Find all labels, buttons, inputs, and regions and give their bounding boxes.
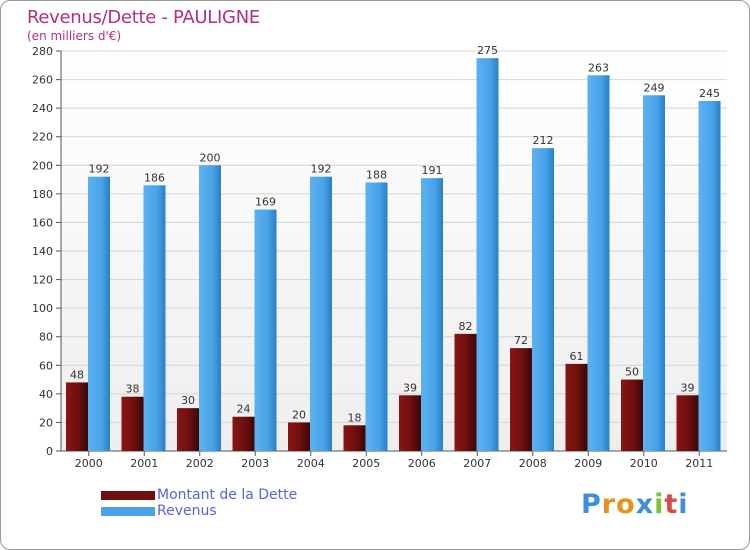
x-tick-label: 2009: [574, 457, 602, 470]
chart-subtitle: (en milliers d'€): [27, 29, 122, 43]
logo-letter: i: [654, 489, 665, 520]
bar-revenus: [199, 165, 221, 452]
data-label: 186: [144, 171, 165, 184]
proxiti-logo: Proxiti: [581, 489, 689, 520]
data-label: 212: [533, 134, 554, 147]
bar-revenus: [698, 101, 721, 451]
y-tick-label: 40: [39, 388, 53, 401]
legend-swatch-revenus: [101, 506, 155, 516]
legend: Montant de la Dette Revenus: [101, 487, 297, 519]
data-label: 38: [126, 383, 140, 396]
x-tick-label: 2002: [186, 457, 214, 470]
x-tick-label: 2007: [463, 457, 491, 470]
data-label: 188: [366, 168, 387, 181]
legend-label-revenus: Revenus: [157, 503, 217, 519]
x-tick-label: 2006: [408, 457, 436, 470]
x-tick-label: 2010: [630, 457, 658, 470]
y-tick-label: 180: [32, 188, 53, 201]
bar-revenus: [532, 148, 554, 451]
x-tick-label: 2005: [352, 457, 380, 470]
bar-dette: [399, 395, 421, 451]
y-tick-label: 160: [32, 216, 53, 229]
logo-letter: P: [581, 489, 602, 520]
bar-revenus: [254, 209, 277, 451]
legend-item-dette: Montant de la Dette: [101, 487, 297, 503]
data-label: 169: [255, 196, 276, 209]
y-tick-label: 280: [32, 45, 53, 58]
y-tick-label: 220: [32, 131, 53, 144]
y-tick-label: 240: [32, 102, 53, 115]
bar-dette: [510, 348, 532, 451]
y-tick-label: 200: [32, 159, 53, 172]
logo-letter: r: [601, 489, 617, 520]
y-tick-label: 60: [39, 359, 53, 372]
x-tick-label: 2008: [519, 457, 547, 470]
data-label: 18: [348, 411, 362, 424]
bar-dette: [177, 408, 199, 451]
x-tick-label: 2003: [241, 457, 269, 470]
bar-dette: [288, 422, 310, 451]
logo-letter: o: [616, 489, 636, 520]
data-label: 275: [477, 44, 498, 57]
bar-revenus: [310, 176, 332, 451]
data-label: 192: [311, 163, 332, 176]
logo-letter: x: [635, 489, 655, 520]
y-tick-label: 80: [39, 331, 53, 344]
bar-revenus: [421, 178, 443, 451]
chart-title: Revenus/Dette - PAULIGNE: [27, 7, 260, 28]
bar-dette: [66, 382, 88, 451]
legend-swatch-dette: [101, 490, 155, 500]
y-tick-label: 100: [32, 302, 53, 315]
bar-revenus: [88, 176, 110, 451]
bar-dette: [454, 333, 477, 451]
bar-dette: [121, 396, 144, 451]
bar-revenus: [643, 95, 665, 452]
data-label: 39: [403, 381, 417, 394]
legend-item-revenus: Revenus: [101, 503, 297, 519]
bar-dette: [565, 363, 588, 451]
y-tick-label: 0: [46, 445, 53, 458]
data-label: 30: [181, 394, 195, 407]
data-label: 192: [89, 163, 110, 176]
bar-revenus: [143, 185, 166, 452]
logo-letter: i: [678, 489, 689, 520]
data-label: 20: [292, 408, 306, 421]
data-label: 48: [70, 368, 84, 381]
bar-dette: [676, 395, 699, 451]
x-tick-label: 2011: [685, 457, 713, 470]
x-tick-label: 2001: [130, 457, 158, 470]
y-tick-label: 120: [32, 274, 53, 287]
x-tick-label: 2000: [75, 457, 103, 470]
bar-dette: [621, 379, 643, 451]
y-tick-label: 140: [32, 245, 53, 258]
y-tick-label: 260: [32, 74, 53, 87]
data-label: 50: [625, 366, 639, 379]
y-tick-label: 20: [39, 416, 53, 429]
bar-revenus: [587, 75, 610, 452]
data-label: 200: [200, 151, 221, 164]
bar-dette: [232, 416, 255, 451]
data-label: 82: [459, 320, 473, 333]
data-label: 24: [237, 403, 251, 416]
data-label: 263: [588, 61, 609, 74]
data-label: 39: [681, 381, 695, 394]
bar-dette: [343, 425, 366, 451]
logo-letter: t: [664, 489, 679, 520]
bar-revenus: [365, 182, 388, 451]
data-label: 249: [644, 81, 665, 94]
data-label: 245: [699, 87, 720, 100]
data-label: 191: [422, 164, 443, 177]
data-label: 72: [514, 334, 528, 347]
legend-label-dette: Montant de la Dette: [157, 487, 298, 503]
bar-revenus: [476, 58, 499, 452]
x-tick-label: 2004: [297, 457, 325, 470]
data-label: 61: [570, 350, 584, 363]
